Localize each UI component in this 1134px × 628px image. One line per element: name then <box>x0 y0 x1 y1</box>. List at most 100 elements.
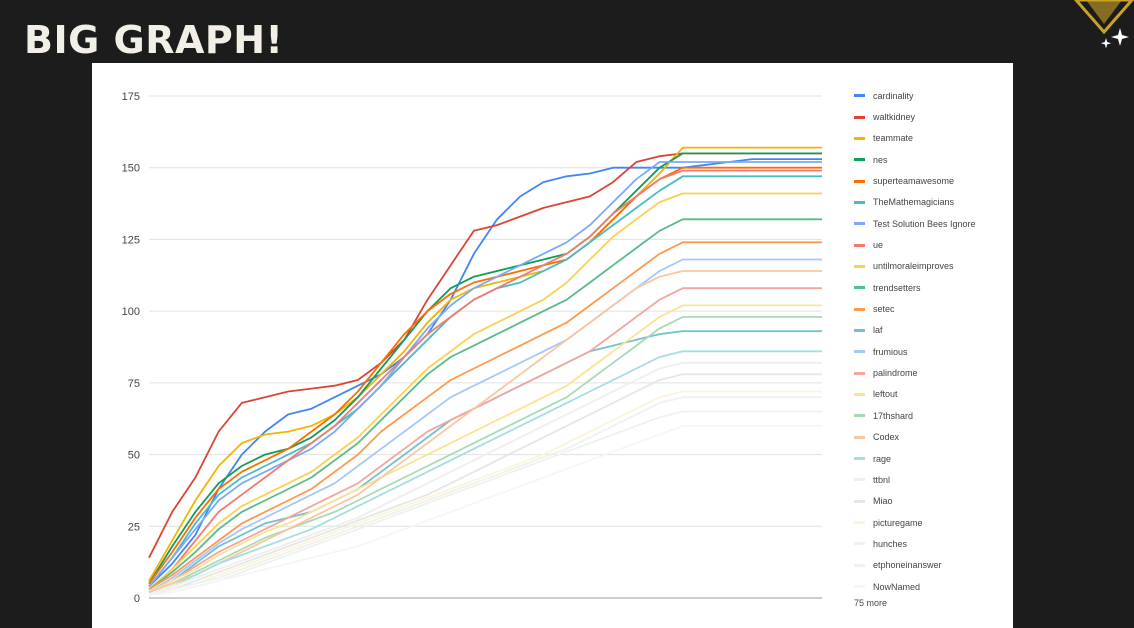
legend-item[interactable]: nes <box>854 149 1014 170</box>
legend-swatch <box>854 179 865 183</box>
legend-item[interactable]: Miao <box>854 491 1014 512</box>
legend-label: 17thshard <box>873 410 914 421</box>
legend-label: Miao <box>873 496 893 507</box>
legend-item[interactable]: cardinality <box>854 85 1014 106</box>
legend-item[interactable]: superteamawesome <box>854 170 1014 191</box>
legend-label: hunches <box>873 538 908 549</box>
y-tick-label: 0 <box>134 593 140 605</box>
chart-card: 175 150 125 100 75 50 25 0 cardinality waltkidne… <box>92 63 1013 628</box>
series-line[interactable] <box>148 287 822 594</box>
series-line[interactable] <box>148 152 822 559</box>
legend-label: untilmoraleimproves <box>873 261 954 272</box>
series-line[interactable] <box>148 166 822 585</box>
legend-item[interactable]: setec <box>854 298 1014 319</box>
legend-swatch <box>854 371 865 375</box>
series-line[interactable] <box>148 218 822 591</box>
series-line[interactable] <box>148 169 822 591</box>
y-tick-label: 125 <box>122 234 140 246</box>
legend-swatch <box>854 521 865 525</box>
y-tick-label: 150 <box>122 163 140 175</box>
series-line[interactable] <box>148 315 822 594</box>
legend-item[interactable]: rage <box>854 448 1014 469</box>
legend-swatch <box>854 200 865 204</box>
legend-label: Codex <box>873 432 900 443</box>
legend-swatch <box>854 307 865 311</box>
series-line[interactable] <box>148 390 822 596</box>
chart-legend: cardinality waltkidney teammate nes supertea… <box>854 85 1014 608</box>
series-line[interactable] <box>148 146 822 582</box>
legend-label: nes <box>873 154 888 165</box>
series-line[interactable] <box>148 258 822 594</box>
series-line[interactable] <box>148 270 822 594</box>
series-line[interactable] <box>148 396 822 596</box>
legend-swatch <box>854 136 865 140</box>
legend-swatch <box>854 158 865 162</box>
legend-item[interactable]: 17thshard <box>854 405 1014 426</box>
legend-label: NowNamed <box>873 581 921 592</box>
series-line[interactable] <box>148 192 822 591</box>
legend-item[interactable]: TheMathemagicians <box>854 192 1014 213</box>
legend-item[interactable]: etphoneinanswer <box>854 555 1014 576</box>
legend-label: laf <box>873 325 883 336</box>
legend-swatch <box>854 328 865 332</box>
legend-item[interactable]: waltkidney <box>854 106 1014 127</box>
legend-label: frumious <box>873 346 908 357</box>
legend-swatch <box>854 563 865 567</box>
legend-more-link[interactable]: 75 more <box>854 598 888 609</box>
series-line[interactable] <box>148 410 822 596</box>
legend-label: setec <box>873 304 895 315</box>
legend-label: picturegame <box>873 517 923 528</box>
series-line[interactable] <box>148 424 822 596</box>
legend-label: cardinality <box>873 90 914 101</box>
series-line[interactable] <box>148 350 822 596</box>
legend-item[interactable]: teammate <box>854 128 1014 149</box>
legend-item[interactable]: leftout <box>854 384 1014 405</box>
legend-label: Test Solution Bees Ignore <box>873 218 976 229</box>
legend-item[interactable]: frumious <box>854 341 1014 362</box>
series-line[interactable] <box>148 361 822 596</box>
series-line[interactable] <box>148 241 822 591</box>
legend-item[interactable]: NowNamed <box>854 576 1014 597</box>
legend-label: rage <box>873 453 892 464</box>
y-tick-label: 50 <box>128 450 140 462</box>
series-line[interactable] <box>148 161 822 588</box>
legend-swatch <box>854 392 865 396</box>
legend-label: waltkidney <box>873 112 916 123</box>
y-tick-label: 175 <box>122 91 140 103</box>
legend-item[interactable]: laf <box>854 320 1014 341</box>
legend-item[interactable]: picturegame <box>854 512 1014 533</box>
legend-item[interactable]: hunches <box>854 533 1014 554</box>
series-line[interactable] <box>148 304 822 594</box>
slide-title: BIG GRAPH! <box>24 18 284 62</box>
legend-swatch <box>854 115 865 119</box>
legend-swatch <box>854 222 865 226</box>
legend-item[interactable]: palindrome <box>854 362 1014 383</box>
legend-swatch <box>854 478 865 482</box>
legend-item[interactable]: Codex <box>854 427 1014 448</box>
legend-label: etphoneinanswer <box>873 560 942 571</box>
series-line[interactable] <box>148 158 822 588</box>
legend-swatch <box>854 94 865 98</box>
legend-label: palindrome <box>873 368 918 379</box>
legend-swatch <box>854 435 865 439</box>
y-tick-label: 25 <box>128 521 140 533</box>
legend-swatch <box>854 264 865 268</box>
legend-swatch <box>854 499 865 503</box>
y-tick-label: 100 <box>122 306 140 318</box>
legend-swatch <box>854 585 865 589</box>
legend-item[interactable]: ttbnl <box>854 469 1014 490</box>
legend-item[interactable]: trendsetters <box>854 277 1014 298</box>
legend-item[interactable]: Test Solution Bees Ignore <box>854 213 1014 234</box>
legend-label: teammate <box>873 133 914 144</box>
legend-label: trendsetters <box>873 282 921 293</box>
legend-item[interactable]: untilmoraleimproves <box>854 256 1014 277</box>
series-line[interactable] <box>148 373 822 596</box>
logo-icon <box>1074 0 1134 49</box>
legend-label: superteamawesome <box>873 176 955 187</box>
legend-swatch <box>854 414 865 418</box>
series-line[interactable] <box>148 152 822 585</box>
legend-label: TheMathemagicians <box>873 197 955 208</box>
legend-item[interactable]: ue <box>854 234 1014 255</box>
y-tick-label: 75 <box>128 378 140 390</box>
legend-label: ue <box>873 240 884 251</box>
